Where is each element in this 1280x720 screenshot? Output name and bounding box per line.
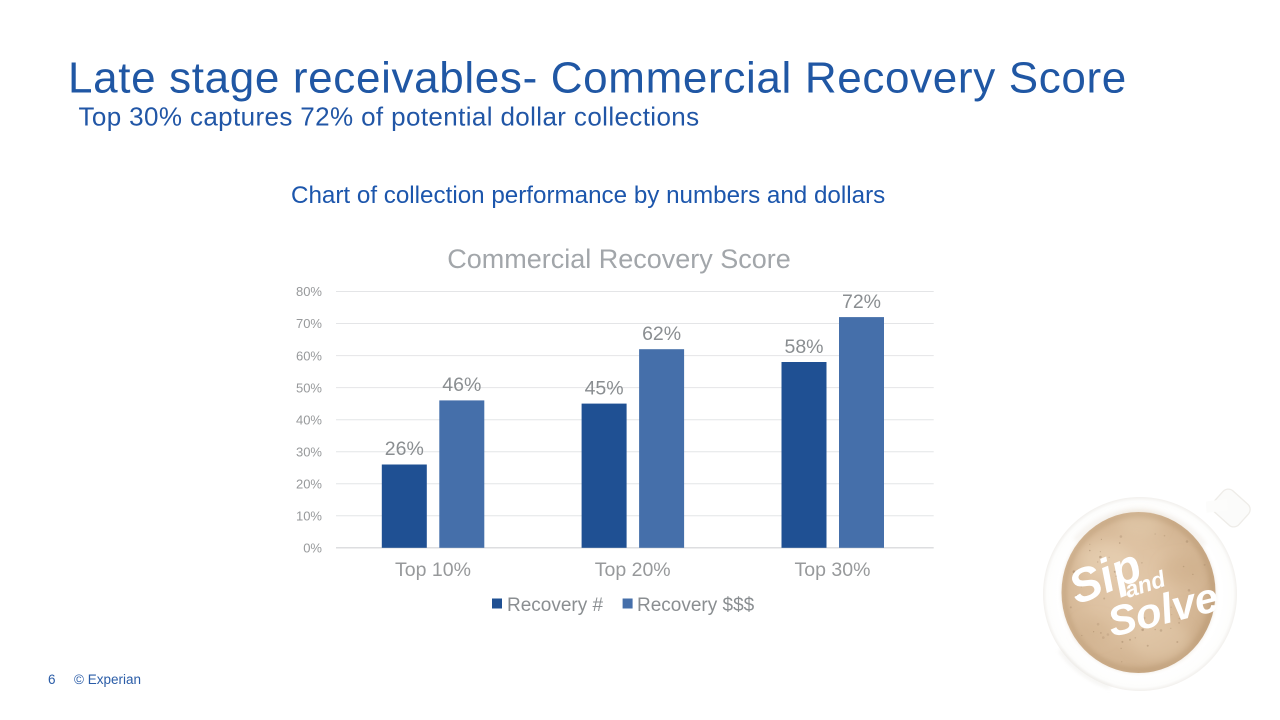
svg-text:0%: 0% [303, 541, 322, 556]
svg-text:30%: 30% [296, 444, 322, 459]
svg-text:Top 30% captures 72% of potent: Top 30% captures 72% of potential dollar… [79, 102, 700, 132]
svg-text:Recovery $$$: Recovery $$$ [637, 595, 755, 616]
svg-text:45%: 45% [585, 377, 624, 399]
svg-text:26%: 26% [385, 438, 424, 460]
svg-text:© Experian: © Experian [74, 672, 141, 687]
svg-text:58%: 58% [784, 336, 823, 358]
svg-text:Chart of collection performanc: Chart of collection performance by numbe… [291, 182, 885, 209]
svg-text:60%: 60% [296, 348, 322, 363]
svg-text:70%: 70% [296, 316, 322, 331]
svg-text:Top 30%: Top 30% [795, 559, 871, 581]
svg-text:80%: 80% [296, 284, 322, 299]
svg-text:Top 10%: Top 10% [395, 559, 471, 581]
svg-text:40%: 40% [296, 412, 322, 427]
svg-text:Late stage receivables- Commer: Late stage receivables- Commercial Recov… [68, 54, 1127, 103]
svg-text:Commercial Recovery Score: Commercial Recovery Score [447, 244, 791, 274]
svg-text:6: 6 [48, 672, 56, 687]
svg-text:Top 20%: Top 20% [595, 559, 671, 581]
svg-text:10%: 10% [296, 509, 322, 524]
svg-text:46%: 46% [442, 374, 481, 396]
svg-text:Recovery #: Recovery # [507, 595, 604, 616]
svg-text:72%: 72% [842, 291, 881, 313]
svg-text:20%: 20% [296, 476, 322, 491]
svg-text:62%: 62% [642, 323, 681, 345]
svg-text:50%: 50% [296, 380, 322, 395]
